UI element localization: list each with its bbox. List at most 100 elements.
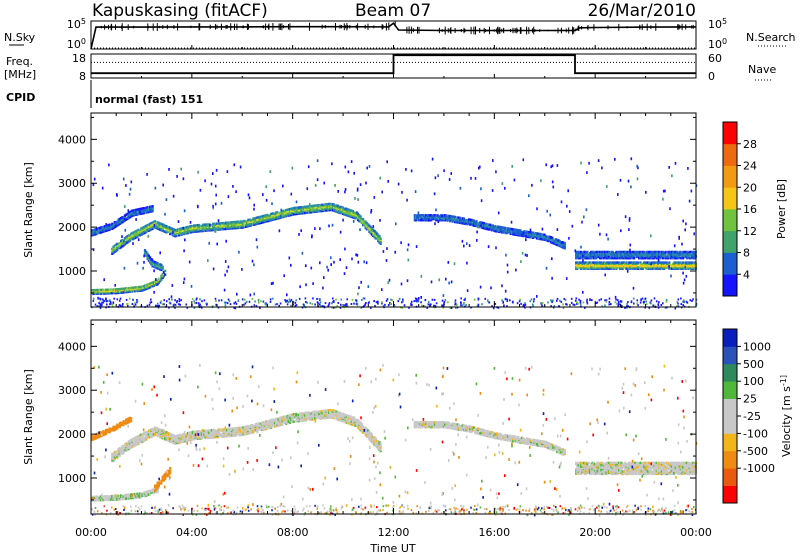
heatmap-cell xyxy=(612,261,615,264)
heatmap-cell xyxy=(267,422,270,425)
freq-right-tick-high: 60 xyxy=(708,52,722,65)
heatmap-cell xyxy=(554,238,557,241)
heatmap-cell xyxy=(324,203,327,206)
heatmap-cell xyxy=(326,206,329,210)
heatmap-scatter xyxy=(353,171,355,175)
heatmap-cell xyxy=(316,205,319,208)
heatmap-scatter xyxy=(334,184,336,187)
heatmap-cell xyxy=(141,432,144,436)
heatmap-cell xyxy=(159,226,162,229)
heatmap-cell xyxy=(552,239,555,242)
heatmap-scatter xyxy=(298,233,300,236)
heatmap-cell xyxy=(103,227,106,230)
heatmap-cell xyxy=(151,261,154,264)
heatmap-scatter xyxy=(366,166,368,170)
heatmap-cell xyxy=(587,257,590,260)
heatmap-clutter xyxy=(509,299,511,302)
heatmap-cell xyxy=(619,253,622,256)
heatmap-cell xyxy=(123,289,126,293)
heatmap-cell xyxy=(277,419,280,422)
heatmap-cell xyxy=(290,207,293,210)
heatmap-cell xyxy=(155,266,158,269)
heatmap-cell xyxy=(486,226,489,230)
heatmap-cell xyxy=(297,415,300,418)
heatmap-cell xyxy=(438,217,442,221)
heatmap-cell xyxy=(447,214,450,218)
heatmap-scatter xyxy=(685,222,687,226)
heatmap-cell xyxy=(692,267,695,270)
heatmap-cell xyxy=(314,418,317,421)
heatmap-cell xyxy=(167,439,171,443)
heatmap-cell xyxy=(653,253,656,256)
heatmap-cell xyxy=(343,213,346,216)
heatmap-cell xyxy=(151,281,154,284)
heatmap-cell xyxy=(196,430,200,433)
heatmap-cell xyxy=(685,250,689,254)
heatmap-cell xyxy=(639,250,642,254)
heatmap-cell xyxy=(624,257,627,260)
heatmap-cell xyxy=(120,218,123,221)
heatmap-cell xyxy=(203,429,206,433)
heatmap-cell xyxy=(669,266,672,269)
heatmap-cell xyxy=(281,213,284,216)
heatmap-clutter xyxy=(99,304,101,307)
heatmap-scatter xyxy=(447,261,450,264)
heatmap-cell xyxy=(131,286,134,289)
heatmap-cell xyxy=(295,207,298,211)
heatmap-clutter xyxy=(355,303,358,305)
heatmap-scatter xyxy=(521,251,524,255)
heatmap-cell xyxy=(276,213,279,217)
heatmap-clutter xyxy=(318,298,321,300)
heatmap-cell xyxy=(662,266,665,269)
heatmap-cell xyxy=(147,284,150,287)
heatmap-cell xyxy=(147,208,150,211)
heatmap-cell xyxy=(258,218,261,221)
heatmap-cell xyxy=(339,205,342,208)
heatmap-cell xyxy=(593,253,597,256)
heatmap-cell xyxy=(297,417,300,420)
heatmap-clutter xyxy=(683,301,685,304)
heatmap-cell xyxy=(169,440,172,443)
heatmap-cell xyxy=(120,452,123,455)
heatmap-cell xyxy=(377,238,380,241)
heatmap-cell xyxy=(462,217,465,220)
heatmap-cell xyxy=(660,255,663,259)
heatmap-cell xyxy=(302,413,305,416)
heatmap-cell xyxy=(422,214,425,217)
heatmap-cell xyxy=(658,255,661,259)
heatmap-cell xyxy=(125,443,128,446)
heatmap-cell xyxy=(108,227,111,230)
heatmap-cell xyxy=(443,214,447,217)
heatmap-clutter xyxy=(290,304,292,307)
heatmap-cell xyxy=(220,226,223,230)
heatmap-cell xyxy=(96,292,99,295)
heatmap-scatter xyxy=(377,301,379,305)
heatmap-cell xyxy=(659,257,662,260)
heatmap-clutter xyxy=(168,306,170,309)
heatmap-cell xyxy=(200,226,203,229)
heatmap-cell xyxy=(140,433,143,436)
heatmap-cell xyxy=(205,227,208,230)
heatmap-cell xyxy=(94,291,97,294)
heatmap-cell xyxy=(534,232,537,235)
heatmap-cell xyxy=(442,217,445,221)
heatmap-cell xyxy=(120,220,123,223)
heatmap-cell xyxy=(595,253,598,256)
heatmap-cell xyxy=(135,212,138,215)
heatmap-cell xyxy=(346,209,350,212)
heatmap-cell xyxy=(183,436,186,439)
heatmap-cell xyxy=(559,242,563,246)
heatmap-cell xyxy=(622,266,626,269)
heatmap-cell xyxy=(547,238,550,241)
heatmap-cell xyxy=(142,437,145,440)
heatmap-scatter xyxy=(212,267,215,271)
heatmap-cell xyxy=(656,257,660,260)
heatmap-cell xyxy=(249,424,252,427)
heatmap-cell xyxy=(678,253,681,256)
heatmap-cell xyxy=(184,436,187,439)
heatmap-cell xyxy=(247,223,250,227)
heatmap-cell xyxy=(314,210,317,213)
heatmap-cell xyxy=(127,211,130,215)
heatmap-scatter xyxy=(522,158,525,162)
heatmap-cell xyxy=(421,214,424,217)
